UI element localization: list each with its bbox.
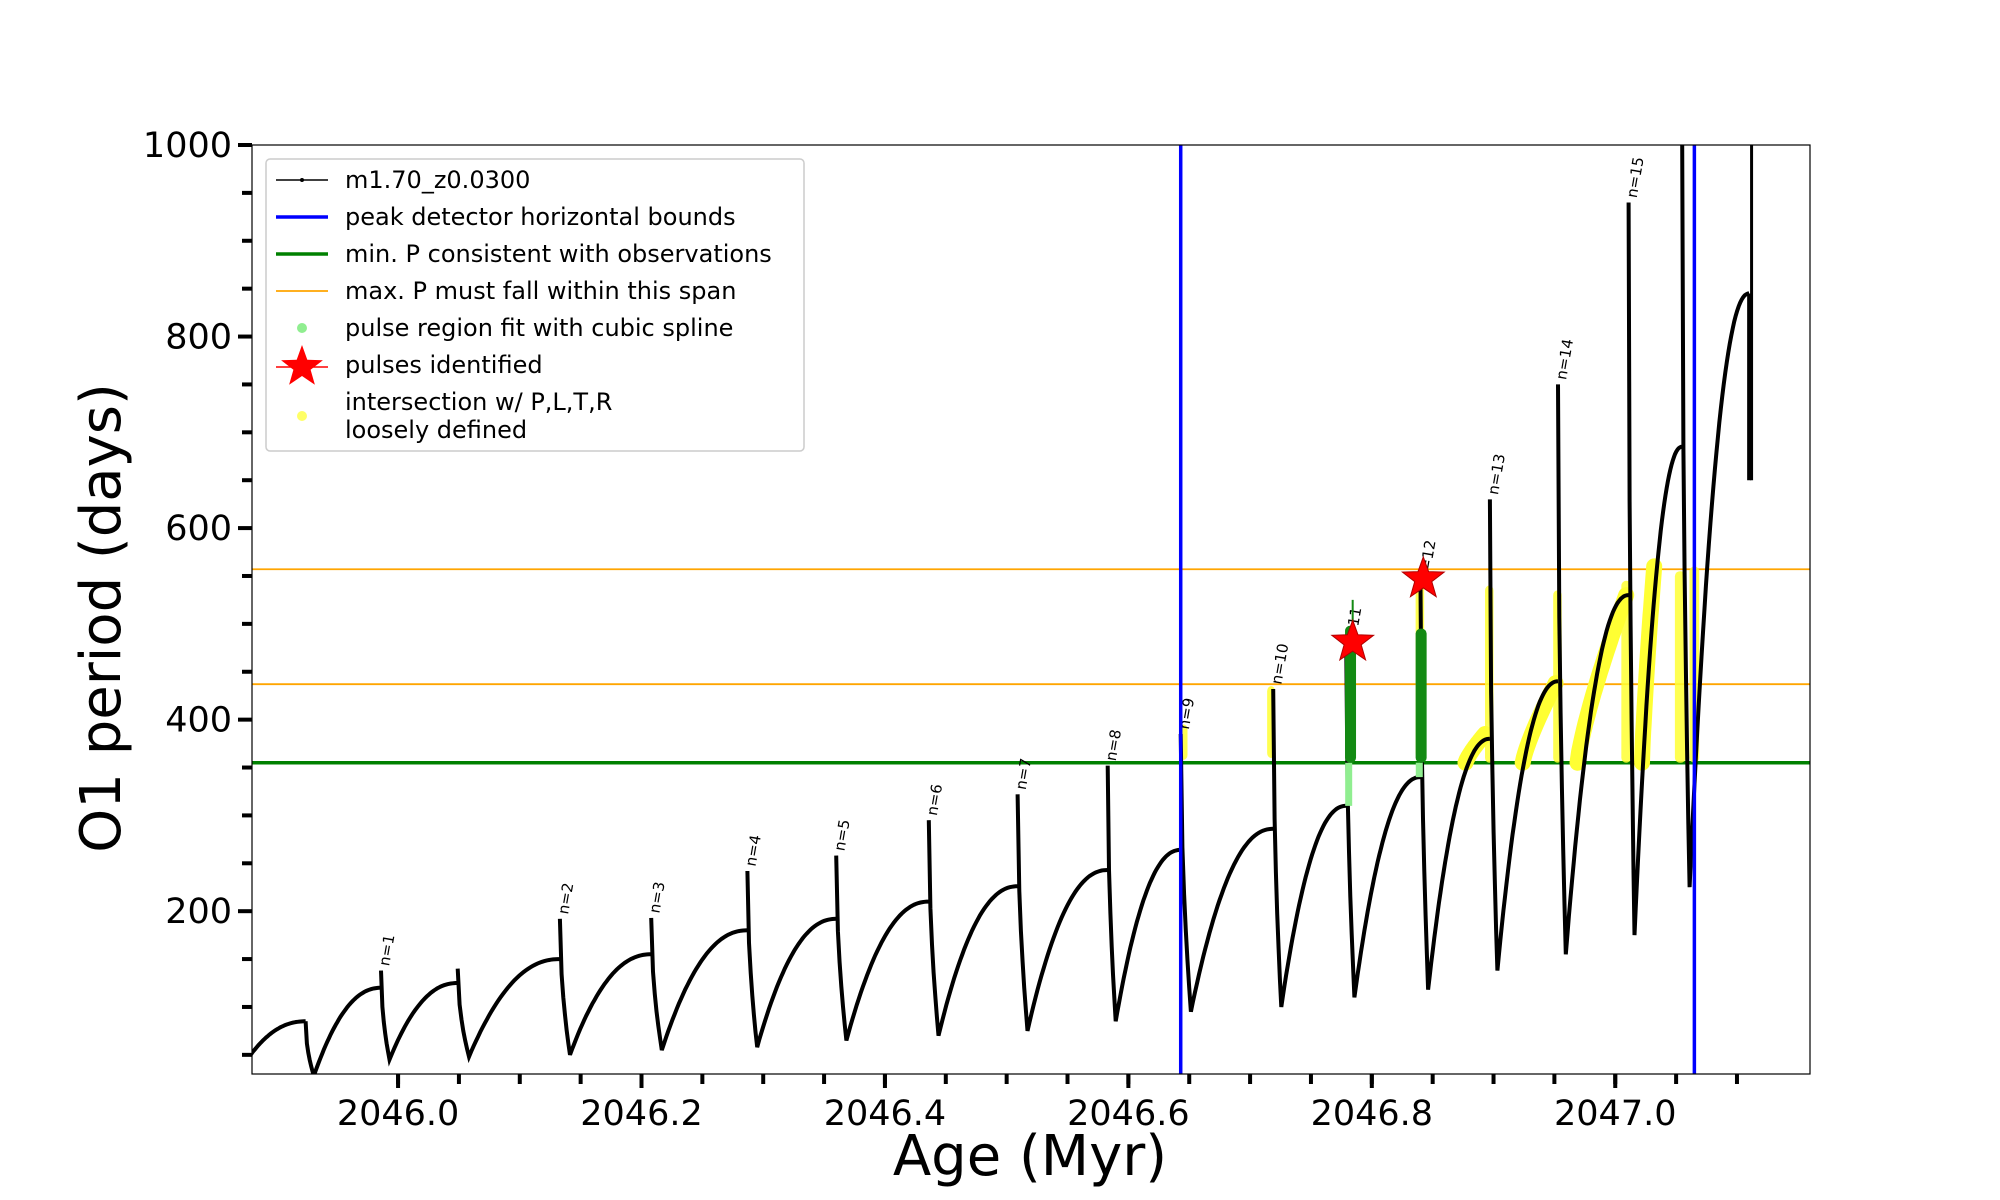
period-cycle <box>1271 688 1347 1008</box>
pulse-label: n=10 <box>1267 642 1292 686</box>
plot-area: n=1n=2n=3n=4n=5n=6n=7n=8n=9n=10n=11n=12n… <box>252 145 1810 1074</box>
legend-box <box>265 158 805 452</box>
period-cycle <box>926 820 1018 1037</box>
y-tick-label: 1000 <box>143 126 232 166</box>
period-cycle <box>1178 733 1274 1013</box>
legend-handle <box>281 345 323 385</box>
period-cycle <box>379 970 458 1067</box>
intersection-region <box>1674 571 1686 763</box>
legend-handle <box>297 411 307 421</box>
period-cycle <box>1105 765 1181 1022</box>
pulse-label: n=8 <box>1102 728 1125 762</box>
pulse-label: n=3 <box>645 880 668 914</box>
y-tick-label: 400 <box>165 701 232 741</box>
pulse-label: n=4 <box>742 833 765 867</box>
x-tick-label: 2046.8 <box>1311 1094 1433 1134</box>
x-tick-label: 2046.6 <box>1067 1094 1189 1134</box>
y-tick-label: 200 <box>165 892 232 932</box>
period-cycle <box>1015 794 1108 1032</box>
pulse-label: n=5 <box>830 818 853 852</box>
period-cycle <box>557 918 652 1056</box>
legend-handle <box>297 323 307 333</box>
period-cycle <box>303 985 381 1074</box>
period-cycle <box>1487 499 1559 971</box>
legend-label: min. P consistent with observations <box>345 240 772 268</box>
legend-label: m1.70_z0.0300 <box>345 166 530 194</box>
x-tick-label: 2046.4 <box>824 1094 946 1134</box>
pulse-star-marker <box>1330 618 1376 662</box>
period-cycle <box>745 870 837 1048</box>
legend-label: loosely defined <box>345 416 527 444</box>
y-tick-label: 800 <box>165 318 232 358</box>
legend-label: pulse region fit with cubic spline <box>345 314 733 342</box>
x-tick-label: 2046.0 <box>337 1094 459 1134</box>
pulse-label: n=1 <box>375 933 398 967</box>
pulse-label: n=13 <box>1484 452 1509 496</box>
pulse-label: n=14 <box>1552 337 1577 381</box>
pulse-label: n=7 <box>1012 757 1035 791</box>
period-cycle <box>649 917 748 1051</box>
spline-fit-region <box>1415 628 1427 763</box>
period-cycle <box>1344 652 1421 998</box>
x-tick-label: 2047.0 <box>1554 1094 1676 1134</box>
legend-label: max. P must fall within this span <box>345 277 736 305</box>
pulse-label: n=2 <box>554 881 577 915</box>
period-cycle <box>455 957 560 1064</box>
period-cycle <box>1626 202 1683 936</box>
legend-label: pulses identified <box>345 351 543 379</box>
period-cycle <box>1556 384 1629 955</box>
period-cycle <box>252 1019 306 1057</box>
y-tick-label: 600 <box>165 509 232 549</box>
pulse-label: n=9 <box>1175 696 1198 730</box>
pulse-star-marker <box>1400 555 1446 598</box>
pulse-label: n=15 <box>1623 155 1648 199</box>
period-cycle <box>1680 145 1750 888</box>
legend-label: intersection w/ P,L,T,R <box>345 388 612 416</box>
x-axis-label: Age (Myr) <box>893 1124 1167 1189</box>
period-cycle <box>1418 585 1491 990</box>
intersection-region <box>1569 587 1635 771</box>
x-tick-label: 2046.2 <box>580 1094 702 1134</box>
legend-handle <box>300 178 304 182</box>
legend-label: peak detector horizontal bounds <box>345 203 736 231</box>
plot-frame <box>251 144 1811 1075</box>
pulse-label: n=6 <box>923 783 946 817</box>
period-cycle <box>834 855 929 1042</box>
y-axis-label: O1 period (days) <box>69 383 134 853</box>
axes: 2046.0 2046.2 2046.4 2046.6 2046.8 2047.0 200 4… <box>143 126 1811 1134</box>
